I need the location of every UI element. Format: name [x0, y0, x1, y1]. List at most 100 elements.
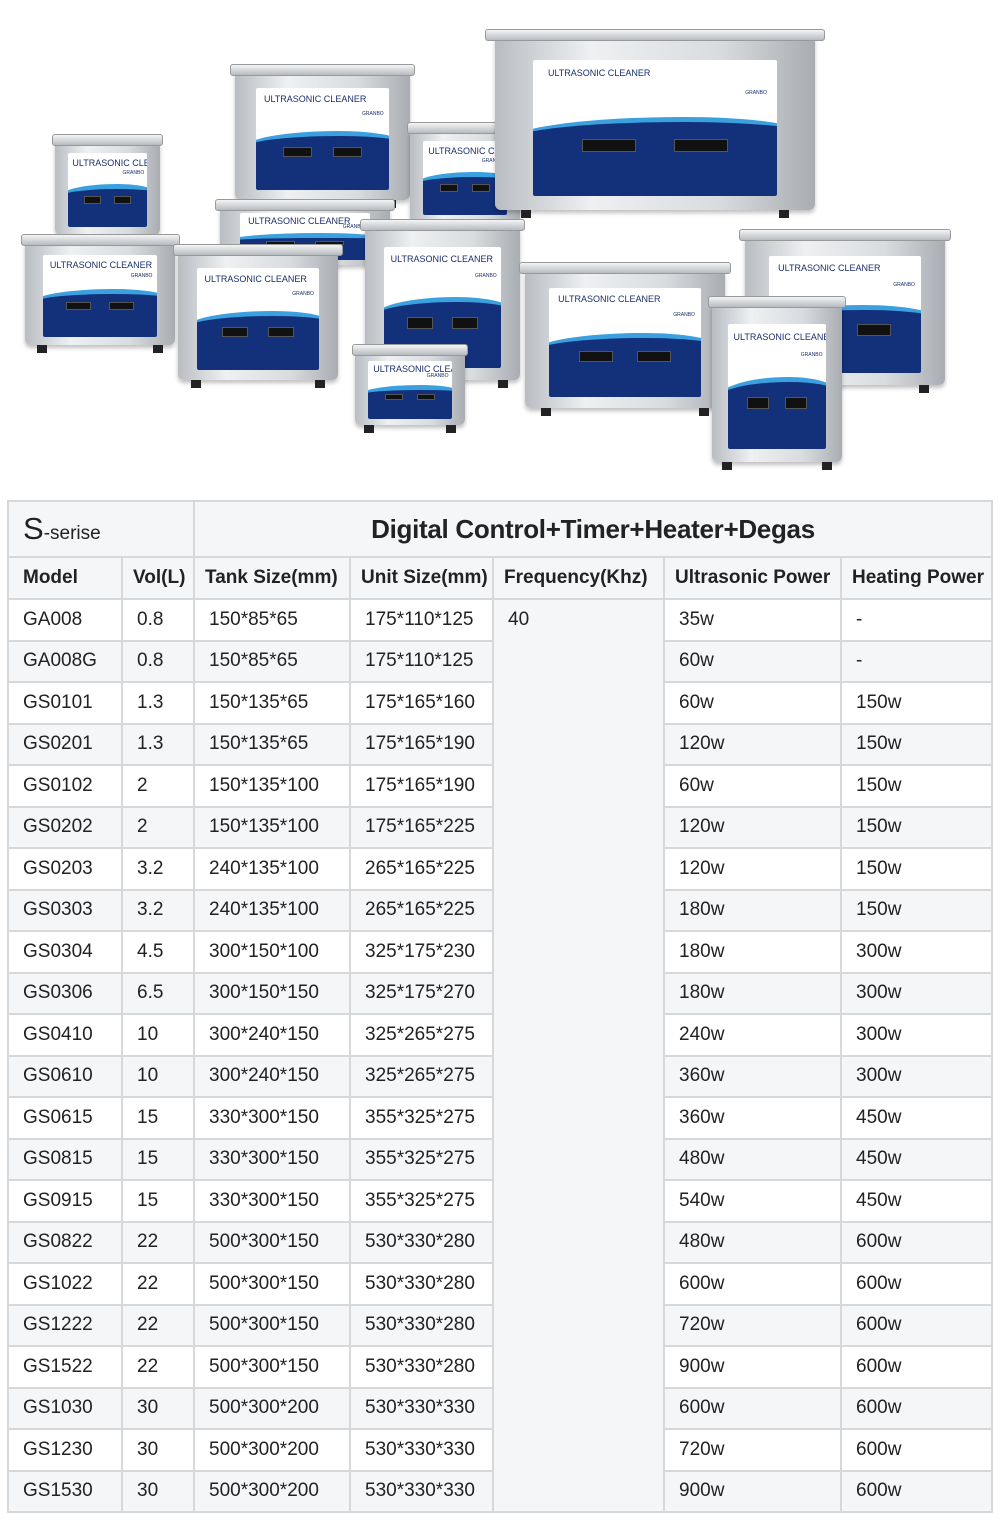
cell-tank-size: 300*240*150 [193, 1054, 351, 1098]
cell-model: GS0202 [7, 805, 123, 849]
cell-tank-size: 500*300*200 [193, 1469, 351, 1513]
cell-heating-power: 600w [840, 1303, 993, 1347]
brand-logo: GRANBO [481, 157, 504, 164]
cell-heating-power: 600w [840, 1262, 993, 1306]
cell-model: GS0101 [7, 681, 123, 725]
cell-tank-size: 330*300*150 [193, 1179, 351, 1223]
cell-unit-size: 530*330*330 [349, 1428, 494, 1472]
header-frequency: Frequency(Khz) [492, 556, 665, 600]
header-ultrasonic-power: Ultrasonic Power [663, 556, 842, 600]
cell-unit-size: 265*165*225 [349, 888, 494, 932]
cell-vol: 1.3 [121, 722, 195, 766]
product-label: ULTRASONIC CLEANER [263, 94, 367, 105]
cell-unit-size: 530*330*280 [349, 1262, 494, 1306]
series-suffix: -serise [43, 523, 101, 544]
table-row: GS1230 30 500*300*200 530*330*330 720w 600w [7, 1428, 993, 1472]
cell-vol: 15 [121, 1137, 195, 1181]
table-row: GS1030 30 500*300*200 530*330*330 600w 600w [7, 1386, 993, 1430]
cell-tank-size: 150*135*100 [193, 805, 351, 849]
cell-unit-size: 325*265*275 [349, 1013, 494, 1057]
cell-heating-power: 150w [840, 681, 993, 725]
cell-ultrasonic-power: 360w [663, 1096, 842, 1140]
cell-heating-power: 150w [840, 764, 993, 808]
cell-model: GS0201 [7, 722, 123, 766]
cell-ultrasonic-power: 360w [663, 1054, 842, 1098]
cell-tank-size: 240*135*100 [193, 847, 351, 891]
foot [153, 345, 163, 353]
cell-ultrasonic-power: 60w [663, 681, 842, 725]
lid [708, 296, 846, 308]
cell-vol: 30 [121, 1469, 195, 1513]
ultrasonic-cleaner-unit: ULTRASONIC CLEANER GRANBO [20, 234, 180, 353]
cell-ultrasonic-power: 720w [663, 1303, 842, 1347]
foot [315, 380, 326, 388]
cell-frequency: 40 [492, 598, 665, 1513]
product-label: ULTRASONIC CLEANER [49, 259, 153, 270]
cell-heating-power: 600w [840, 1220, 993, 1264]
table-row: GS0915 15 330*300*150 355*325*275 540w 450w [7, 1179, 993, 1223]
header-tank-size: Tank Size(mm) [193, 556, 351, 600]
header-row: Model Vol(L) Tank Size(mm) Unit Size(mm)… [7, 556, 993, 600]
foot [37, 345, 47, 353]
brand-logo: GRANBO [292, 290, 314, 297]
cell-model: GS1230 [7, 1428, 123, 1472]
wave-graphic [67, 184, 148, 228]
wave-graphic [256, 130, 389, 190]
lid [360, 219, 525, 231]
cell-model: GS1522 [7, 1345, 123, 1389]
cell-ultrasonic-power: 180w [663, 971, 842, 1015]
table-row: GS0822 22 500*300*150 530*330*280 480w 600w [7, 1220, 993, 1264]
foot [821, 462, 832, 470]
cell-tank-size: 330*300*150 [193, 1096, 351, 1140]
table-row: GS0102 2 150*135*100 175*165*190 60w 150w [7, 764, 993, 808]
cell-heating-power: 150w [840, 888, 993, 932]
cell-model: GS0306 [7, 971, 123, 1015]
brand-logo: GRANBO [745, 89, 767, 96]
cell-vol: 22 [121, 1262, 195, 1306]
product-label: ULTRASONIC CLEANER [733, 331, 827, 342]
cell-ultrasonic-power: 60w [663, 764, 842, 808]
cell-ultrasonic-power: 180w [663, 888, 842, 932]
cell-unit-size: 325*175*230 [349, 930, 494, 974]
digital-display [113, 196, 132, 204]
brand-logo: GRANBO [673, 311, 695, 318]
front-panel: ULTRASONIC CLEANER GRANBO [43, 254, 157, 337]
table-row: GS0101 1.3 150*135*65 175*165*160 60w 150w [7, 681, 993, 725]
cell-model: GS0915 [7, 1179, 123, 1223]
cell-heating-power: 150w [840, 805, 993, 849]
cell-unit-size: 265*165*225 [349, 847, 494, 891]
brand-logo: GRANBO [130, 272, 153, 279]
lid [173, 244, 343, 256]
cell-tank-size: 150*85*65 [193, 639, 351, 683]
cell-model: GS1022 [7, 1262, 123, 1306]
lid [739, 229, 951, 241]
digital-display [267, 327, 295, 338]
digital-display [384, 394, 404, 401]
wave-graphic [727, 376, 827, 450]
wave-graphic [197, 310, 319, 370]
lid [20, 234, 180, 246]
digital-display [579, 350, 613, 362]
cell-vol: 15 [121, 1179, 195, 1223]
cell-ultrasonic-power: 120w [663, 805, 842, 849]
cell-vol: 3.2 [121, 888, 195, 932]
cell-ultrasonic-power: 600w [663, 1262, 842, 1306]
cell-model: GS0822 [7, 1220, 123, 1264]
cell-vol: 10 [121, 1013, 195, 1057]
table-row: GS0306 6.5 300*150*150 325*175*270 180w 300w [7, 971, 993, 1015]
lid [485, 29, 825, 41]
cell-ultrasonic-power: 120w [663, 847, 842, 891]
table-row: GS0815 15 330*300*150 355*325*275 480w 450w [7, 1137, 993, 1181]
cell-model: GS0615 [7, 1096, 123, 1140]
table-title-row: S-serise Digital Control+Timer+Heater+De… [7, 500, 993, 558]
cell-model: GS0304 [7, 930, 123, 974]
cell-ultrasonic-power: 120w [663, 722, 842, 766]
table-row: GS1530 30 500*300*200 530*330*330 900w 600w [7, 1469, 993, 1513]
